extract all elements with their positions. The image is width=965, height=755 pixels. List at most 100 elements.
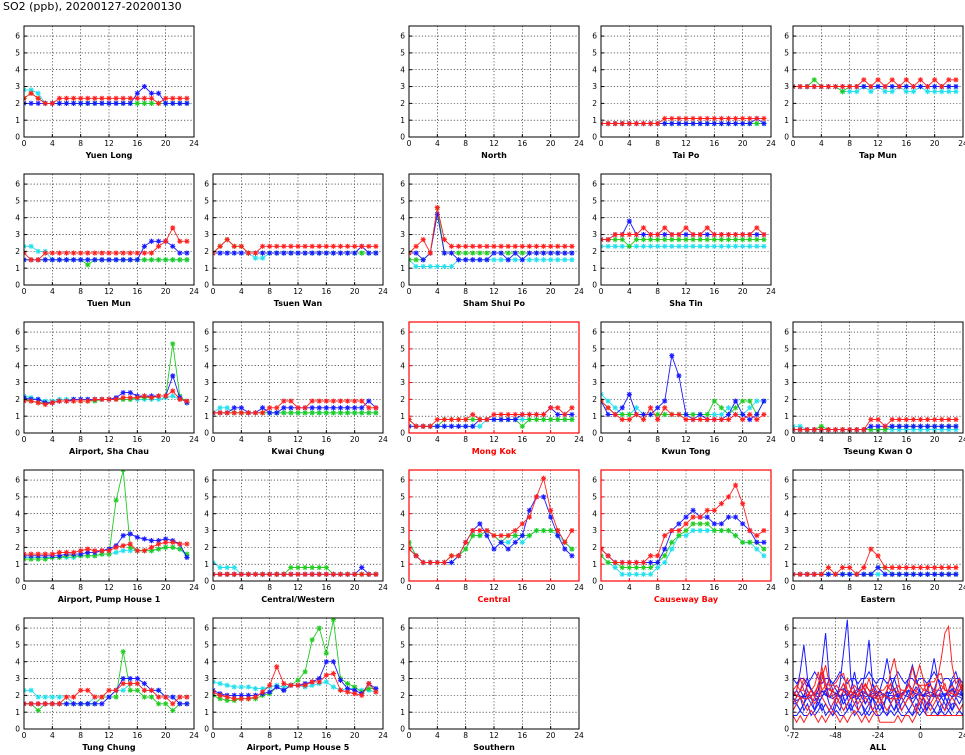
- x-tick-label: 4: [627, 139, 632, 148]
- data-point-green: [155, 546, 162, 552]
- series-group: [601, 218, 767, 249]
- data-point-red: [127, 395, 133, 401]
- data-point-blue: [754, 231, 760, 238]
- data-point-red: [797, 427, 803, 433]
- data-point-blue: [78, 257, 84, 263]
- data-point-cyan: [953, 427, 959, 433]
- x-tick-label: 20: [350, 583, 360, 592]
- data-point-red: [533, 494, 540, 500]
- data-point-red: [861, 427, 867, 433]
- data-point-blue: [85, 701, 91, 707]
- data-point-blue: [224, 250, 230, 256]
- panel-label: Yuen Long: [85, 151, 133, 160]
- figure-title: SO2 (ppb), 20200127-20200130: [3, 0, 182, 13]
- data-point-blue: [754, 539, 760, 545]
- data-point-red: [612, 120, 618, 127]
- data-point-red: [170, 539, 176, 545]
- data-point-red: [274, 243, 280, 249]
- data-point-red: [818, 571, 824, 577]
- x-tick-label: 12: [293, 731, 303, 740]
- y-tick-label: 5: [784, 641, 789, 650]
- data-point-red: [797, 571, 803, 577]
- y-tick-label: 6: [592, 180, 597, 189]
- data-point-green: [352, 410, 358, 416]
- data-point-red: [288, 571, 294, 577]
- data-point-blue: [455, 423, 462, 429]
- x-tick-label: 12: [873, 435, 883, 444]
- data-point-blue: [498, 250, 504, 256]
- x-tick-label: 4: [819, 435, 824, 444]
- panel-label: Central: [478, 595, 511, 604]
- x-tick-label: 8: [655, 435, 660, 444]
- data-point-green: [697, 236, 703, 243]
- data-point-red: [85, 398, 91, 404]
- data-point-green: [640, 236, 647, 243]
- data-point-blue: [184, 554, 190, 561]
- data-point-blue: [134, 90, 140, 96]
- series-group: [213, 559, 379, 577]
- data-point-red: [946, 77, 952, 83]
- data-point-blue: [732, 398, 739, 404]
- data-point-cyan: [448, 263, 455, 270]
- data-point-red: [92, 548, 98, 554]
- data-point-red: [718, 115, 725, 122]
- data-point-red: [619, 231, 625, 238]
- data-point-red: [455, 416, 462, 423]
- data-point-blue: [155, 687, 162, 693]
- data-point-red: [484, 416, 490, 423]
- data-point-blue: [761, 539, 767, 545]
- data-point-green: [882, 427, 888, 433]
- y-tick-label: 0: [15, 133, 20, 142]
- data-point-green: [519, 250, 525, 256]
- data-point-red: [434, 559, 440, 566]
- data-point-blue: [352, 687, 358, 693]
- data-point-blue: [63, 701, 70, 707]
- data-point-cyan: [932, 88, 938, 95]
- y-tick-label: 2: [15, 691, 20, 700]
- data-point-red: [811, 83, 817, 90]
- data-point-green: [281, 410, 287, 416]
- data-point-red: [917, 77, 924, 83]
- data-point-cyan: [747, 405, 753, 411]
- data-point-blue: [662, 120, 668, 127]
- data-point-blue: [448, 559, 455, 566]
- data-point-red: [177, 238, 183, 244]
- data-point-green: [359, 410, 365, 416]
- data-point-blue: [448, 250, 455, 256]
- data-point-red: [882, 423, 888, 429]
- data-point-red: [224, 236, 230, 243]
- y-tick-label: 2: [592, 247, 597, 256]
- data-point-red: [323, 398, 329, 404]
- data-point-red: [669, 231, 675, 238]
- data-point-cyan: [420, 263, 426, 270]
- data-point-green: [120, 649, 126, 655]
- data-point-red: [281, 680, 287, 687]
- data-point-blue: [106, 100, 112, 106]
- x-tick-label: 24: [189, 731, 199, 740]
- data-point-red: [512, 243, 518, 249]
- data-point-blue: [569, 411, 575, 418]
- data-point-red: [127, 541, 133, 547]
- data-point-blue: [505, 546, 511, 552]
- data-point-cyan: [526, 257, 533, 263]
- data-point-red: [754, 115, 760, 122]
- data-point-blue: [861, 83, 867, 90]
- data-point-green: [470, 532, 476, 539]
- data-point-blue: [85, 549, 91, 556]
- data-point-green: [704, 236, 710, 243]
- data-point-red: [690, 115, 696, 122]
- x-tick-label: 0: [599, 583, 604, 592]
- data-point-red: [163, 539, 169, 545]
- y-tick-label: 1: [15, 264, 20, 273]
- data-point-red: [640, 559, 647, 566]
- data-point-blue: [309, 405, 315, 411]
- data-point-cyan: [847, 88, 853, 95]
- y-tick-label: 5: [15, 493, 20, 502]
- series-group: [24, 225, 190, 268]
- data-point-green: [747, 539, 753, 545]
- data-point-blue: [932, 423, 938, 429]
- y-tick-label: 3: [592, 230, 597, 239]
